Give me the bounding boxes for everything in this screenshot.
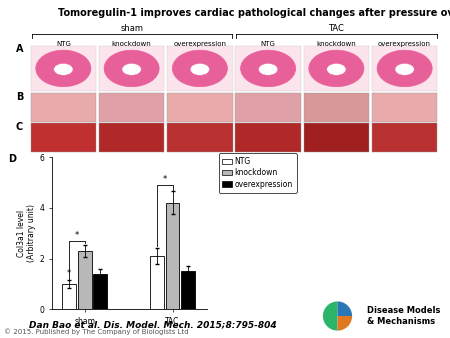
Text: NTG: NTG — [261, 41, 275, 47]
Bar — [150, 256, 164, 309]
Text: *: * — [75, 231, 79, 240]
Wedge shape — [338, 316, 352, 331]
Text: A: A — [16, 44, 23, 54]
Text: D: D — [8, 154, 16, 164]
Text: B: B — [16, 92, 23, 102]
Bar — [181, 271, 195, 309]
Bar — [78, 251, 91, 309]
Legend: NTG, knockdown, overexpression: NTG, knockdown, overexpression — [219, 153, 297, 193]
Text: *: * — [67, 269, 72, 278]
Text: knockdown: knockdown — [112, 41, 152, 47]
Wedge shape — [338, 301, 352, 316]
Text: *: * — [163, 175, 167, 184]
Text: overexpression: overexpression — [378, 41, 431, 47]
Text: C: C — [16, 122, 23, 132]
Text: © 2015. Published by The Company of Biologists Ltd: © 2015. Published by The Company of Biol… — [4, 329, 189, 335]
Y-axis label: Col3a1 level
(Arbitrary unit): Col3a1 level (Arbitrary unit) — [17, 204, 36, 262]
Text: Tomoregulin-1 improves cardiac pathological changes after pressure overload.: Tomoregulin-1 improves cardiac pathologi… — [58, 8, 450, 19]
Wedge shape — [323, 301, 338, 331]
Text: NTG: NTG — [56, 41, 71, 47]
Text: Disease Models
& Mechanisms: Disease Models & Mechanisms — [367, 306, 440, 326]
Text: sham: sham — [120, 24, 143, 33]
Text: TAC: TAC — [328, 24, 344, 33]
Text: overexpression: overexpression — [173, 41, 226, 47]
Bar — [63, 284, 76, 309]
Bar — [93, 274, 107, 309]
Text: knockdown: knockdown — [316, 41, 356, 47]
Bar — [166, 203, 180, 309]
Text: Dan Bao et al. Dis. Model. Mech. 2015;8:795-804: Dan Bao et al. Dis. Model. Mech. 2015;8:… — [29, 320, 277, 330]
